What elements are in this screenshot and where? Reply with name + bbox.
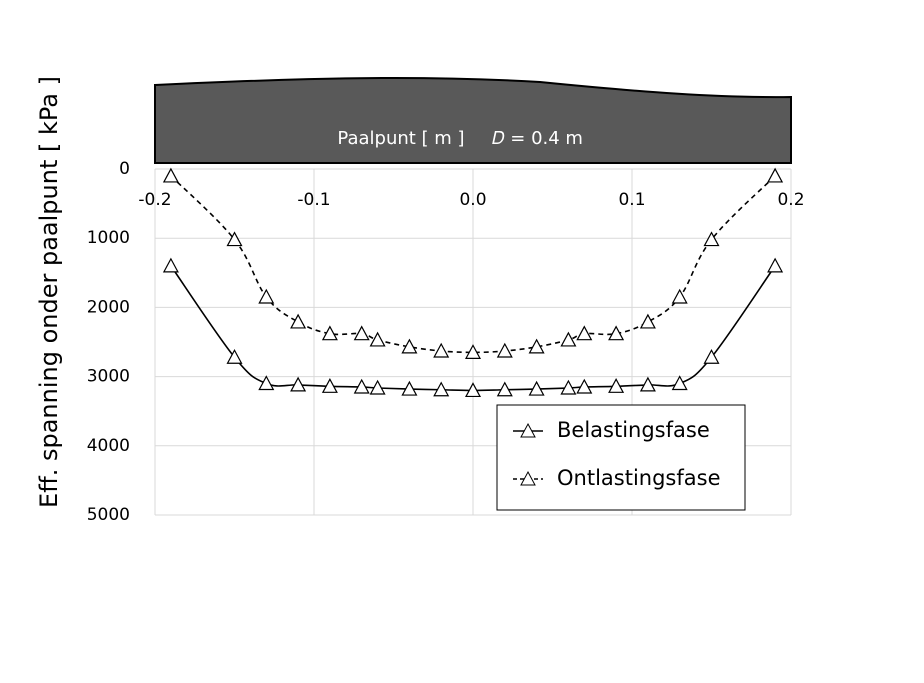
data-point — [226, 348, 243, 364]
data-point — [353, 378, 370, 394]
pile-tip-band — [154, 77, 792, 164]
data-point — [433, 342, 450, 358]
y-tick-label: 3000 — [87, 367, 130, 387]
x-tick-label: 0.0 — [459, 190, 486, 210]
data-point — [258, 288, 275, 304]
data-point — [639, 376, 656, 392]
y-tick-label: 0 — [119, 159, 130, 179]
data-point — [321, 378, 338, 393]
legend-marker — [520, 470, 536, 486]
data-point — [576, 325, 593, 341]
data-point — [639, 313, 656, 329]
y-tick-label: 5000 — [87, 505, 130, 525]
data-point — [671, 375, 688, 391]
data-point — [369, 331, 386, 347]
data-point — [703, 348, 720, 364]
data-point — [560, 379, 577, 395]
x-tick-label: -0.2 — [138, 190, 171, 210]
data-point — [290, 376, 307, 392]
data-point — [608, 325, 625, 341]
data-point — [560, 331, 577, 347]
x-tick-label: -0.1 — [297, 190, 330, 210]
y-tick-label: 1000 — [87, 228, 130, 248]
y-tick-label: 4000 — [87, 436, 130, 456]
y-axis-label: Eff. spanning onder paalpunt [ kPa ] — [35, 76, 63, 508]
data-point — [671, 288, 688, 304]
data-point — [464, 344, 482, 359]
data-point — [162, 257, 179, 273]
data-point — [496, 342, 513, 358]
data-point — [767, 167, 784, 183]
data-point — [528, 338, 545, 354]
data-point — [433, 381, 450, 397]
legend-label: Belastingsfase — [557, 418, 710, 442]
data-point — [464, 382, 482, 398]
series-line — [170, 175, 776, 354]
data-point — [608, 378, 625, 393]
legend-marker — [520, 422, 536, 438]
x-axis-label: Paalpunt [ m ] — [337, 128, 464, 149]
data-point — [162, 167, 179, 183]
data-point — [528, 380, 545, 396]
annotation: 𝐷 = 0.4 m — [492, 128, 583, 149]
data-point — [369, 379, 386, 395]
x-tick-label: 0.1 — [618, 190, 645, 210]
data-point — [226, 231, 243, 247]
y-tick-label: 2000 — [87, 297, 130, 317]
data-point — [353, 325, 370, 341]
data-point — [767, 257, 784, 273]
data-point — [496, 381, 513, 397]
data-point — [321, 325, 338, 341]
x-tick-label: 0.2 — [777, 190, 804, 210]
data-point — [401, 380, 418, 396]
data-point — [401, 338, 418, 354]
data-point — [258, 375, 275, 391]
legend-box — [496, 404, 746, 511]
data-point — [576, 378, 593, 394]
data-point — [290, 313, 307, 329]
data-point — [703, 231, 720, 247]
legend-label: Ontlastingsfase — [557, 466, 721, 490]
